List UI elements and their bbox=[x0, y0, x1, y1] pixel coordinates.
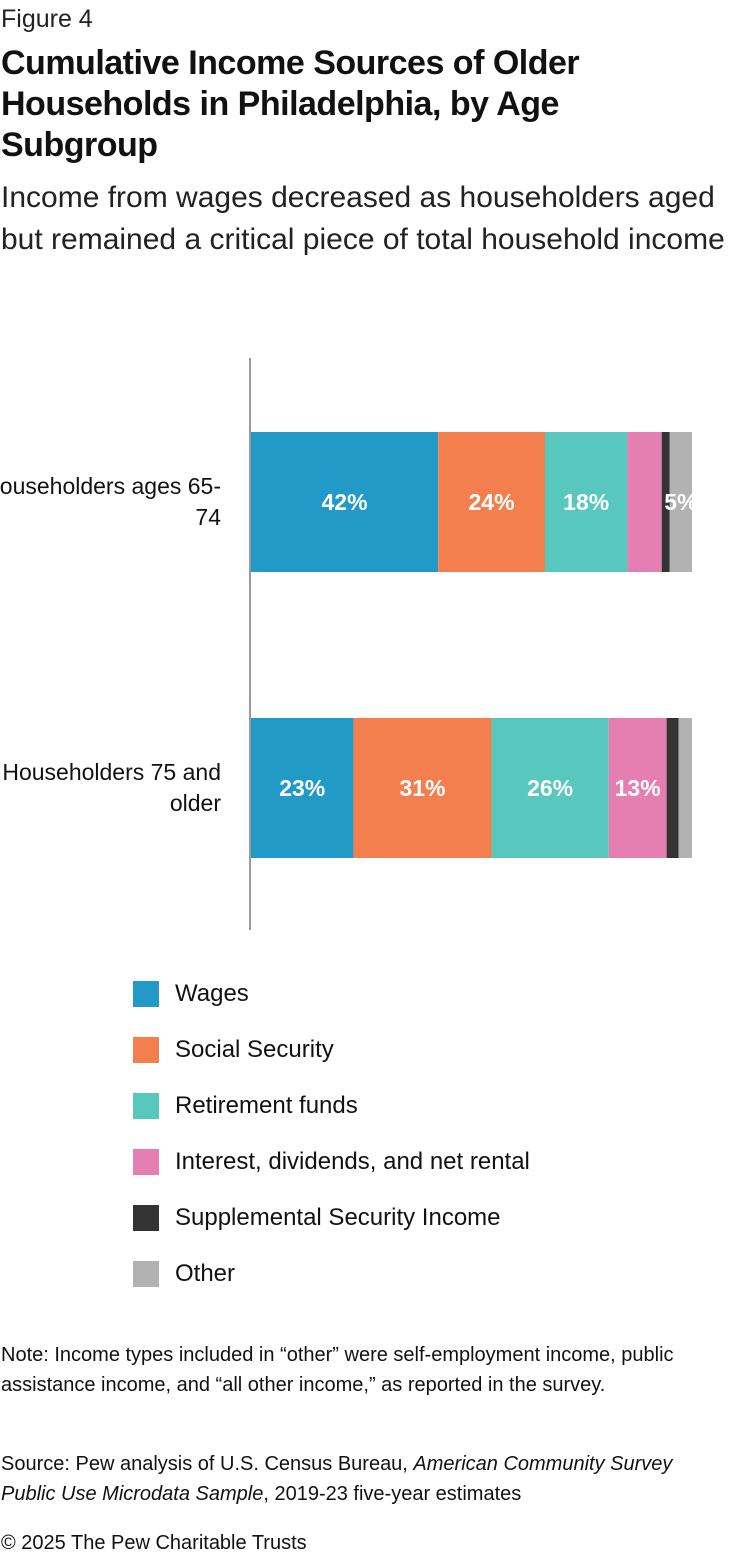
data-label-wages-1: 23% bbox=[279, 775, 325, 801]
source-survey-title: American Community Survey Public Use Mic… bbox=[1, 1453, 673, 1505]
source-prefix: Source: Pew analysis of U.S. Census Bure… bbox=[1, 1453, 414, 1475]
bar-segment-other-0 bbox=[669, 432, 692, 572]
legend: Wages Social Security Retirement funds I… bbox=[133, 966, 530, 1302]
bar-segment-social-security-1 bbox=[353, 718, 492, 858]
legend-item-retirement-funds: Retirement funds bbox=[133, 1078, 530, 1134]
bar-segment-other-1 bbox=[678, 718, 692, 858]
chart-note: Note: Income types included in “other” w… bbox=[1, 1344, 674, 1396]
data-label-interest-dividends-and-net-rental-1: 13% bbox=[615, 775, 661, 801]
data-label-social-security-1: 31% bbox=[399, 775, 445, 801]
chart-subtitle: Income from wages decreased as household… bbox=[1, 181, 725, 256]
copyright: © 2025 The Pew Charitable Trusts bbox=[1, 1532, 307, 1554]
data-label-wages-0: 42% bbox=[322, 489, 368, 515]
legend-item-social-security: Social Security bbox=[133, 1022, 530, 1078]
legend-swatch-social-security bbox=[133, 1037, 159, 1063]
legend-label-social-security: Social Security bbox=[175, 1036, 334, 1063]
legend-swatch-interest bbox=[133, 1149, 159, 1175]
legend-swatch-wages bbox=[133, 981, 159, 1007]
legend-item-wages: Wages bbox=[133, 966, 530, 1022]
legend-swatch-retirement-funds bbox=[133, 1093, 159, 1119]
bar-segment-retirement-funds-1 bbox=[491, 718, 609, 858]
bar-segment-interest-dividends-and-net-rental-0 bbox=[627, 432, 662, 572]
bar-segment-interest-dividends-and-net-rental-1 bbox=[608, 718, 667, 858]
figure-label: Figure 4 bbox=[1, 5, 93, 33]
bar-segment-social-security-0 bbox=[438, 432, 545, 572]
legend-item-ssi: Supplemental Security Income bbox=[133, 1190, 530, 1246]
chart-source: Source: Pew analysis of U.S. Census Bure… bbox=[1, 1449, 721, 1509]
legend-swatch-other bbox=[133, 1261, 159, 1287]
bar-segment-wages-0 bbox=[251, 432, 439, 572]
legend-label-wages: Wages bbox=[175, 980, 249, 1007]
bars-layer: 42% 24% 18% 5% 23% 31% 26% 13% bbox=[251, 432, 697, 858]
legend-label-other: Other bbox=[175, 1260, 236, 1287]
chart-title: Cumulative Income Sources of Older House… bbox=[1, 44, 580, 164]
bar-segment-supplemental-security-income-0 bbox=[661, 432, 670, 572]
legend-item-other: Other bbox=[133, 1246, 530, 1302]
legend-label-ssi: Supplemental Security Income bbox=[175, 1204, 501, 1231]
legend-swatch-ssi bbox=[133, 1205, 159, 1231]
stacked-bar-chart: 42% 24% 18% 5% 23% 31% 26% 13% bbox=[249, 358, 697, 930]
category-label-0: Householders ages 65-74 bbox=[0, 473, 221, 530]
legend-item-interest: Interest, dividends, and net rental bbox=[133, 1134, 530, 1190]
data-label-retirement-funds-0: 18% bbox=[563, 489, 609, 515]
legend-label-retirement-funds: Retirement funds bbox=[175, 1092, 358, 1119]
bar-segment-retirement-funds-0 bbox=[545, 432, 628, 572]
data-label-social-security-0: 24% bbox=[469, 489, 515, 515]
bar-segment-wages-1 bbox=[251, 718, 354, 858]
source-suffix: , 2019-23 five-year estimates bbox=[263, 1483, 522, 1505]
data-label-retirement-funds-1: 26% bbox=[527, 775, 573, 801]
category-label-1: Householders 75 and older bbox=[2, 759, 221, 816]
data-label-other-0: 5% bbox=[664, 489, 697, 515]
legend-label-interest: Interest, dividends, and net rental bbox=[175, 1148, 530, 1175]
bar-segment-supplemental-security-income-1 bbox=[666, 718, 679, 858]
